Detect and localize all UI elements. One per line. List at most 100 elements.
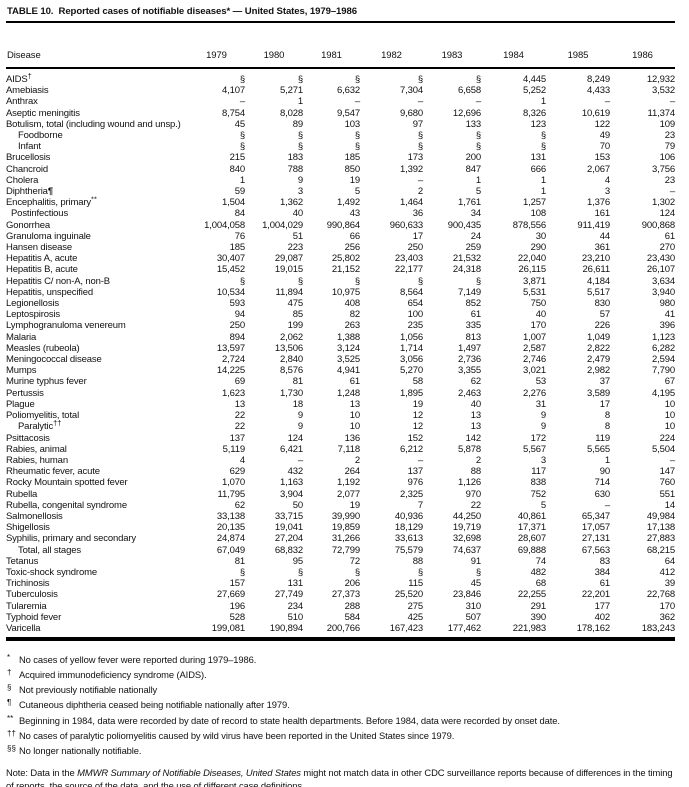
value-cell: 6,658: [457, 85, 481, 97]
value-cell: 7,149: [457, 286, 481, 298]
disease-cell: Toxic-shock syndrome: [6, 566, 97, 578]
value-cell: 1,623: [221, 387, 245, 399]
table-row: Diphtheria¶ 59 3 5 2 5 1 3 –: [6, 186, 675, 197]
value-cell: 11,795: [217, 488, 246, 500]
value-cell: 12,932: [646, 74, 675, 85]
disease-cell: Varicella: [6, 622, 41, 634]
value-cell: 8,754: [221, 107, 245, 119]
value-cell: 5,119: [222, 443, 245, 455]
value-cell: 223: [287, 242, 304, 254]
footnote-marker: ††: [53, 418, 62, 428]
value-cell: 49,984: [646, 510, 675, 522]
value-cell: 200,766: [326, 622, 360, 634]
table-row: Hepatitis A, acute 30,407 29,087 25,802 23,4…: [6, 253, 675, 264]
footnote-marker: ¶: [47, 186, 53, 198]
value-cell: 70: [599, 141, 610, 153]
footnote-line: §§ No longer nationally notifiable.: [6, 742, 675, 757]
value-cell: 26,115: [518, 264, 547, 276]
value-cell: 12,696: [452, 107, 481, 119]
footnote-line: †† No cases of paralytic poliomyelitis ca…: [6, 727, 675, 742]
value-cell: 288: [344, 600, 361, 612]
value-cell: 813: [465, 331, 482, 343]
value-cell: 24,318: [452, 264, 481, 276]
value-cell: 3,940: [651, 286, 675, 298]
value-cell: 190,894: [269, 622, 303, 634]
value-cell: 68,832: [274, 544, 303, 556]
table-row: Hepatitis C/ non-A, non-B § § § § § 3,871 4,184…: [6, 276, 675, 287]
value-cell: 61: [470, 309, 481, 321]
value-cell: 752: [530, 488, 547, 500]
table-row: Hansen disease 185 223 256 250 259 290 361 270: [6, 242, 675, 253]
value-cell: –: [669, 454, 675, 466]
value-cell: 666: [530, 163, 547, 175]
value-cell: 9: [297, 410, 303, 422]
table-row: Aseptic meningitis 8,754 8,028 9,547 9,680 12…: [6, 108, 675, 119]
value-cell: 264: [344, 466, 361, 478]
value-cell: 29,087: [274, 253, 303, 265]
value-cell: 62: [470, 376, 481, 388]
value-cell: 990,864: [326, 219, 360, 231]
disease-cell: Cholera: [6, 174, 39, 186]
table-title: TABLE 10. Reported cases of notifiable d…: [6, 4, 675, 23]
value-cell: 900,868: [641, 219, 675, 231]
value-cell: 123: [530, 118, 547, 130]
value-cell: 2,746: [522, 354, 546, 366]
value-cell: §: [354, 74, 360, 85]
value-cell: 170: [530, 320, 547, 332]
value-cell: 147: [659, 466, 676, 478]
value-cell: 788: [287, 163, 304, 175]
value-cell: 10: [664, 398, 675, 410]
column-header-year: 1986: [610, 23, 675, 69]
value-cell: 20,135: [216, 522, 245, 534]
value-cell: 19: [349, 499, 360, 511]
value-cell: 199,081: [211, 622, 245, 634]
value-cell: 88: [470, 466, 481, 478]
value-cell: 2,067: [586, 163, 610, 175]
value-cell: 22,201: [581, 589, 610, 601]
value-cell: 27,131: [581, 533, 610, 545]
table-row: Encephalitis, primary** 1,504 1,362 1,492 1,…: [6, 195, 675, 209]
value-cell: 2,736: [457, 354, 481, 366]
value-cell: 122: [594, 118, 611, 130]
value-cell: 840: [229, 163, 246, 175]
value-cell: –: [475, 96, 481, 108]
value-cell: 76: [234, 230, 245, 242]
value-cell: 838: [530, 477, 547, 489]
table-row: Rheumatic fever, acute 629 432 264 137 88 117 9…: [6, 466, 675, 477]
value-cell: 9: [540, 410, 546, 422]
value-cell: 310: [465, 600, 482, 612]
column-header-year: 1984: [481, 23, 546, 69]
value-cell: 24,874: [216, 533, 245, 545]
value-cell: 1,376: [586, 197, 610, 209]
value-cell: 26,611: [582, 264, 611, 276]
value-cell: 59: [234, 186, 245, 198]
value-cell: 3: [297, 186, 303, 198]
value-cell: 475: [287, 298, 304, 310]
value-cell: 3,355: [457, 365, 481, 377]
value-cell: 1,730: [279, 387, 303, 399]
disease-cell: Meningococcal disease: [6, 354, 102, 366]
value-cell: 23,403: [394, 253, 423, 265]
note-italic-title: MMWR Summary of Notifiable Diseases, Uni…: [77, 766, 301, 778]
value-cell: 33,715: [274, 510, 303, 522]
value-cell: 1,163: [279, 477, 303, 489]
value-cell: 69: [234, 376, 245, 388]
value-cell: 30: [535, 230, 546, 242]
value-cell: §: [297, 275, 303, 287]
table-row: Botulism, total (including wound and uns…: [6, 119, 675, 130]
header-row: Disease 1979 1980 1981 1982 1983 1984 1985 1986: [6, 23, 675, 69]
value-cell: 137: [229, 432, 246, 444]
disease-cell: Psittacosis: [6, 432, 50, 444]
value-cell: 976: [407, 477, 424, 489]
disease-cell: Pertussis: [6, 387, 44, 399]
table-row: Chancroid 840 788 850 1,392 847 666 2,067 3,756: [6, 164, 675, 175]
value-cell: 36: [412, 208, 423, 220]
value-cell: 97: [412, 118, 423, 130]
value-cell: 199: [287, 320, 304, 332]
value-cell: 630: [594, 488, 611, 500]
value-cell: 1,056: [399, 331, 423, 343]
disease-cell: Foodborne: [18, 130, 63, 142]
disease-cell: Brucellosis: [6, 152, 51, 164]
disease-cell: Murine typhus fever: [6, 376, 87, 388]
value-cell: 185: [344, 152, 361, 164]
